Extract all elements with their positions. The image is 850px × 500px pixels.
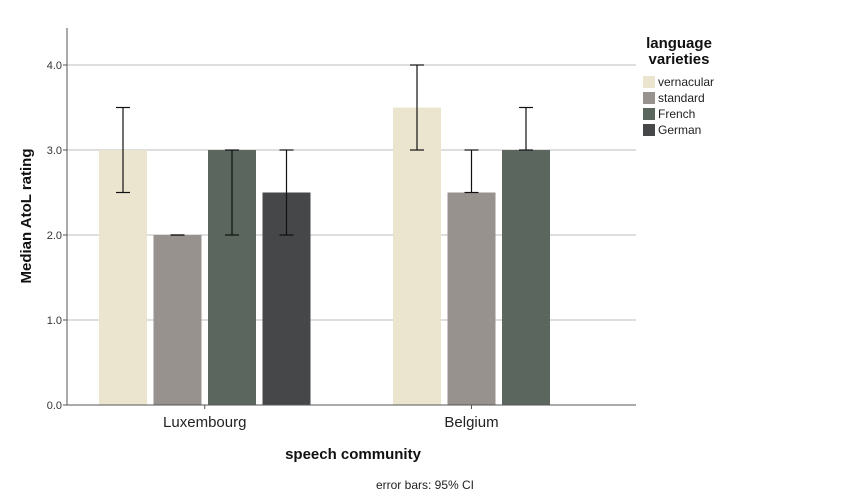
legend-items: vernacular standard French German xyxy=(643,75,714,137)
legend-item-vernacular: vernacular xyxy=(643,75,714,89)
legend-item-german: German xyxy=(643,123,701,137)
legend-swatch xyxy=(643,76,655,88)
y-axis-title: Median AtoL rating xyxy=(18,149,35,284)
y-tick-labels: 0.0 1.0 2.0 3.0 4.0 xyxy=(47,60,67,412)
legend-swatch xyxy=(643,108,655,120)
legend-swatch xyxy=(643,92,655,104)
legend-label: standard xyxy=(658,91,705,105)
y-tick-label: 2.0 xyxy=(47,230,62,242)
legend: language varieties vernacular standard Fre… xyxy=(643,35,714,137)
bar-luxembourg-standard xyxy=(153,235,202,405)
bar-belgium-vernacular xyxy=(393,107,441,405)
legend-label: German xyxy=(658,123,701,137)
legend-item-standard: standard xyxy=(643,91,705,105)
legend-title-line-2: varieties xyxy=(649,51,710,68)
error-bars xyxy=(116,64,533,236)
x-category-labels: Luxembourg Belgium xyxy=(163,405,499,431)
error-bar-luxembourg-french xyxy=(225,149,239,236)
error-bar-belgium-standard xyxy=(464,149,479,194)
axes xyxy=(66,28,636,406)
legend-swatch xyxy=(643,124,655,136)
y-tick-label: 4.0 xyxy=(47,60,62,72)
x-category-label: Luxembourg xyxy=(163,414,246,431)
error-bars-note: error bars: 95% CI xyxy=(376,478,474,492)
bar-belgium-standard xyxy=(447,192,496,405)
y-tick-label: 3.0 xyxy=(47,145,62,157)
y-tick-label: 1.0 xyxy=(47,315,62,327)
legend-title-line-1: language xyxy=(646,35,712,52)
legend-item-french: French xyxy=(643,107,695,121)
bars xyxy=(99,107,550,405)
gridlines xyxy=(67,64,636,321)
error-bar-belgium-french xyxy=(519,106,533,151)
bar-belgium-french xyxy=(502,150,550,405)
error-bar-luxembourg-german xyxy=(279,149,294,236)
x-category-label: Belgium xyxy=(444,414,498,431)
error-bar-luxembourg-vernacular xyxy=(116,106,130,194)
y-tick-label: 0.0 xyxy=(47,400,62,412)
legend-label: French xyxy=(658,107,695,121)
legend-label: vernacular xyxy=(658,75,714,89)
error-bar-belgium-vernacular xyxy=(410,64,424,151)
x-axis-title: speech community xyxy=(285,446,422,463)
